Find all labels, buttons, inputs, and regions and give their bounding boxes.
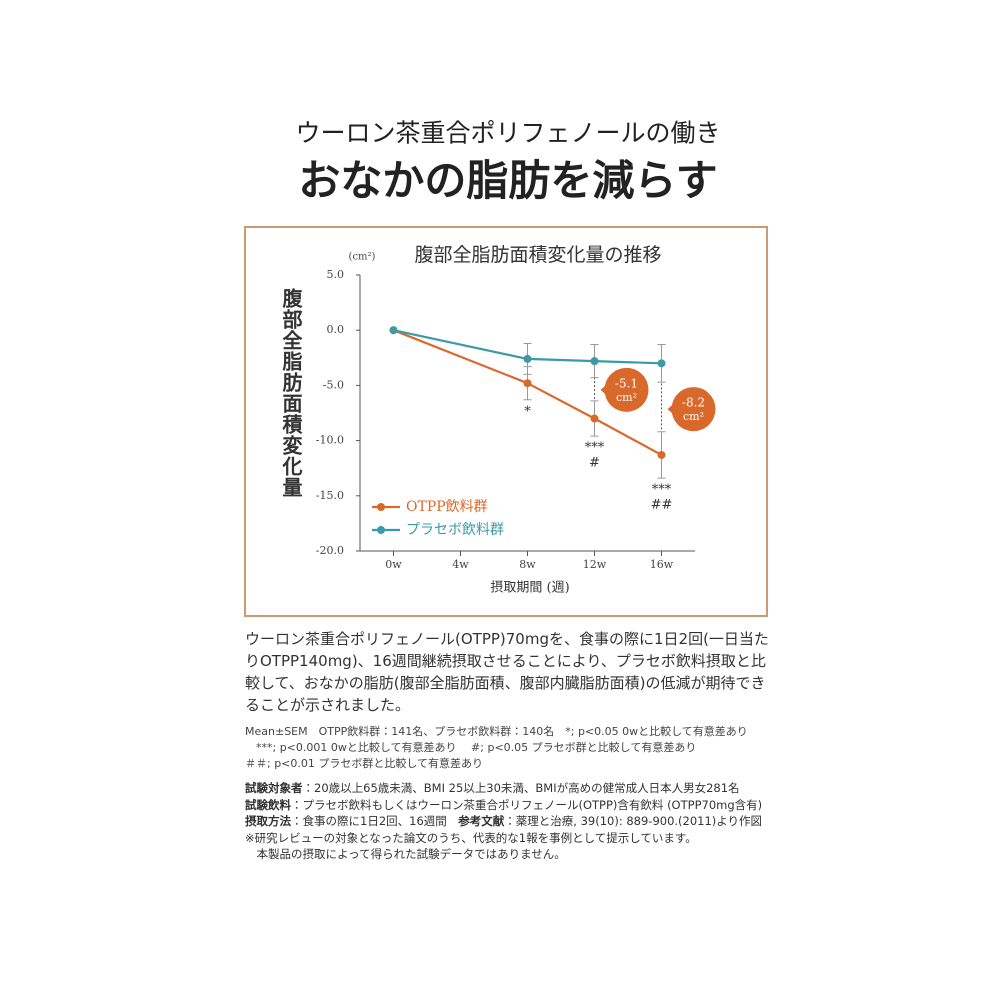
significance-mark: # (589, 456, 600, 471)
x-tick-label: 4w (452, 558, 469, 571)
y-tick-label: -15.0 (316, 489, 344, 502)
data-point (389, 326, 398, 335)
data-point (523, 354, 532, 363)
x-tick-label: 12w (583, 558, 607, 571)
note-line: ***; p<0.001 0wと比較して有意差あり #; p<0.05 プラセボ… (245, 741, 697, 754)
series-line (393, 329, 662, 365)
significance-mark: *** (585, 441, 605, 456)
data-point (657, 359, 666, 368)
legend-label: OTPP飲料群 (406, 499, 488, 515)
significance-mark: ## (651, 498, 673, 513)
detail-text: ：食事の際に1日2回、16週間 (291, 814, 459, 828)
x-tick-label: 0w (385, 558, 402, 571)
detail-text: ：プラセボ飲料もしくはウーロン茶重合ポリフェノール(OTPP)含有飲料 (OTP… (291, 797, 763, 812)
callout-bubble (604, 367, 649, 412)
y-tick-label: -20.0 (316, 544, 344, 557)
chart-canvas: ウーロン茶重合ポリフェノールの働き おなかの脂肪を減らす 腹部全脂肪面積変化量の… (244, 119, 768, 617)
detail-text: ：薬理と治療, 39(10): 889-900.(2011)より作図 (504, 814, 763, 828)
data-point (523, 379, 532, 388)
y-tick-label: -10.0 (316, 434, 344, 447)
legend-marker (377, 526, 385, 534)
significance-mark: *** (652, 483, 672, 498)
y-axis-label: 腹部全脂肪面積変化量 (279, 288, 303, 498)
significance-mark: * (524, 404, 531, 419)
detail-line: 試験対象者：20歳以上65歳未満、BMI 25以上30未満、BMIが高めの健常成… (245, 780, 805, 797)
data-point (590, 414, 599, 423)
legend-label: プラセボ飲料群 (406, 522, 504, 538)
page-title: おなかの脂肪を減らす (298, 156, 717, 205)
y-unit: (cm²) (349, 252, 376, 263)
detail-text: 本製品の摂取によって得られた試験データではありません。 (245, 847, 566, 861)
detail-text: ：20歳以上65歳未満、BMI 25以上30未満、BMIが高めの健常成人日本人男… (302, 781, 740, 795)
detail-text: ※研究レビューの対象となった論文のうち、代表的な1報を事例として提示しています。 (245, 830, 697, 845)
x-tick-label: 16w (650, 558, 674, 571)
note-line: Mean±SEM OTPP飲料群：141名、プラセボ飲料群：140名 *; p<… (245, 725, 748, 738)
callout-value: -8.2 (682, 396, 705, 410)
callout-unit: cm² (616, 391, 637, 404)
study-details: 試験対象者：20歳以上65歳未満、BMI 25以上30未満、BMIが高めの健常成… (245, 780, 805, 863)
page-subtitle: ウーロン茶重合ポリフェノールの働き (295, 119, 720, 148)
callout-value: -5.1 (615, 376, 638, 390)
series-line (393, 329, 663, 456)
data-point (657, 450, 666, 459)
detail-line: 本製品の摂取によって得られた試験データではありません。 (245, 846, 805, 863)
description: ウーロン茶重合ポリフェノール(OTPP)70mgを、食事の際に1日2回(一日当た… (245, 630, 769, 714)
y-tick-label: -5.0 (323, 378, 344, 391)
y-tick-label: 5.0 (327, 268, 345, 281)
detail-label: 試験飲料 (245, 797, 291, 812)
callout-unit: cm² (683, 410, 704, 423)
chart-frame (244, 226, 768, 617)
x-axis-label: 摂取期間 (週) (490, 580, 569, 596)
note-line: ＃＃; p<0.01 プラセボ群と比較して有意差あり (245, 757, 484, 770)
y-tick-label: 0.0 (327, 323, 345, 336)
detail-line: ※研究レビューの対象となった論文のうち、代表的な1報を事例として提示しています。 (245, 830, 805, 847)
notes: Mean±SEM OTPP飲料群：141名、プラセボ飲料群：140名 *; p<… (245, 724, 785, 772)
callout-bubble (671, 387, 716, 432)
detail-label: 試験対象者 (245, 781, 303, 795)
x-tick-label: 8w (519, 558, 536, 571)
chart-title: 腹部全脂肪面積変化量の推移 (414, 244, 661, 266)
legend-marker (377, 503, 385, 511)
detail-line: 摂取方法：食事の際に1日2回、16週間 参考文献：薬理と治療, 39(10): … (245, 813, 805, 830)
detail-line: 試験飲料：プラセボ飲料もしくはウーロン茶重合ポリフェノール(OTPP)含有飲料 … (245, 797, 805, 814)
detail-label: 摂取方法 (245, 814, 291, 828)
data-point (590, 357, 599, 366)
detail-label: 参考文献 (458, 814, 505, 828)
